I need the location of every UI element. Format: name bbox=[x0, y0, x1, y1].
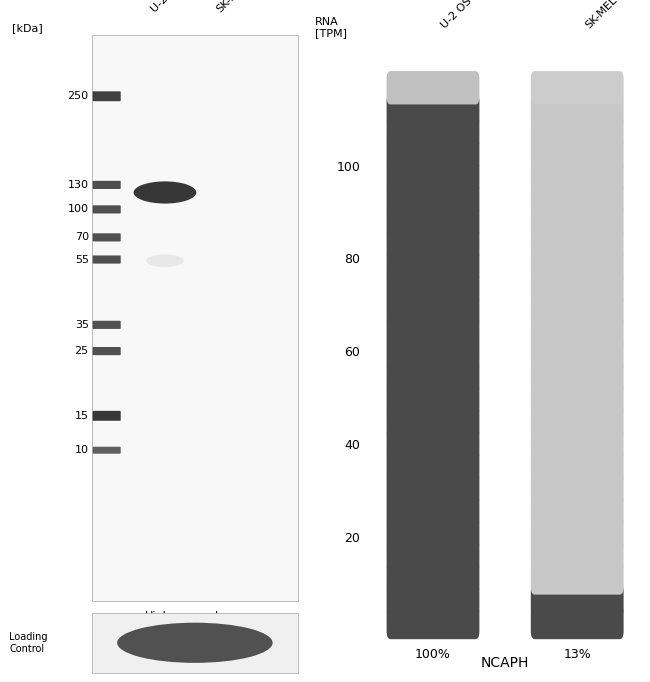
FancyBboxPatch shape bbox=[387, 138, 480, 171]
FancyBboxPatch shape bbox=[92, 91, 121, 101]
FancyBboxPatch shape bbox=[92, 613, 298, 672]
Text: 40: 40 bbox=[344, 439, 360, 452]
Text: 60: 60 bbox=[344, 346, 360, 359]
Text: 70: 70 bbox=[75, 233, 88, 242]
FancyBboxPatch shape bbox=[387, 338, 480, 372]
Text: High: High bbox=[144, 610, 170, 621]
FancyBboxPatch shape bbox=[531, 271, 623, 305]
Text: 100: 100 bbox=[68, 205, 88, 214]
FancyBboxPatch shape bbox=[387, 93, 480, 127]
FancyBboxPatch shape bbox=[531, 116, 623, 149]
FancyBboxPatch shape bbox=[92, 35, 298, 601]
FancyBboxPatch shape bbox=[387, 539, 480, 572]
FancyBboxPatch shape bbox=[531, 338, 623, 372]
Text: 250: 250 bbox=[68, 91, 88, 101]
Ellipse shape bbox=[117, 623, 272, 663]
FancyBboxPatch shape bbox=[92, 205, 121, 213]
Text: 100: 100 bbox=[336, 160, 360, 174]
FancyBboxPatch shape bbox=[92, 321, 121, 329]
Text: 15: 15 bbox=[75, 411, 88, 421]
Text: 55: 55 bbox=[75, 254, 88, 265]
FancyBboxPatch shape bbox=[531, 361, 623, 394]
Text: U-2 OS: U-2 OS bbox=[149, 0, 183, 14]
FancyBboxPatch shape bbox=[531, 138, 623, 171]
FancyBboxPatch shape bbox=[531, 428, 623, 461]
FancyBboxPatch shape bbox=[387, 472, 480, 505]
FancyBboxPatch shape bbox=[531, 250, 623, 283]
FancyBboxPatch shape bbox=[531, 584, 623, 617]
FancyBboxPatch shape bbox=[387, 428, 480, 461]
FancyBboxPatch shape bbox=[531, 383, 623, 417]
FancyBboxPatch shape bbox=[531, 93, 623, 127]
FancyBboxPatch shape bbox=[387, 606, 480, 639]
FancyBboxPatch shape bbox=[92, 411, 121, 421]
FancyBboxPatch shape bbox=[387, 160, 480, 194]
FancyBboxPatch shape bbox=[387, 383, 480, 417]
Ellipse shape bbox=[134, 181, 196, 203]
FancyBboxPatch shape bbox=[387, 250, 480, 283]
Text: SK-MEL-30: SK-MEL-30 bbox=[584, 0, 631, 31]
FancyBboxPatch shape bbox=[387, 405, 480, 439]
Text: 35: 35 bbox=[75, 320, 88, 330]
Text: SK-MEL-30: SK-MEL-30 bbox=[214, 0, 263, 14]
FancyBboxPatch shape bbox=[92, 347, 121, 355]
FancyBboxPatch shape bbox=[387, 316, 480, 350]
Text: 100%: 100% bbox=[415, 648, 451, 661]
Text: 10: 10 bbox=[75, 445, 88, 455]
FancyBboxPatch shape bbox=[531, 606, 623, 639]
FancyBboxPatch shape bbox=[387, 294, 480, 327]
FancyBboxPatch shape bbox=[387, 227, 480, 261]
FancyBboxPatch shape bbox=[531, 494, 623, 528]
Text: Loading
Control: Loading Control bbox=[10, 632, 48, 654]
Text: RNA
[TPM]: RNA [TPM] bbox=[315, 17, 347, 38]
FancyBboxPatch shape bbox=[387, 361, 480, 394]
Text: U-2 OS: U-2 OS bbox=[439, 0, 474, 31]
FancyBboxPatch shape bbox=[531, 539, 623, 572]
FancyBboxPatch shape bbox=[387, 561, 480, 595]
FancyBboxPatch shape bbox=[531, 472, 623, 505]
FancyBboxPatch shape bbox=[387, 116, 480, 149]
Text: 20: 20 bbox=[344, 532, 360, 545]
FancyBboxPatch shape bbox=[387, 517, 480, 550]
FancyBboxPatch shape bbox=[387, 494, 480, 528]
FancyBboxPatch shape bbox=[531, 205, 623, 238]
FancyBboxPatch shape bbox=[92, 233, 121, 241]
FancyBboxPatch shape bbox=[92, 447, 121, 454]
FancyBboxPatch shape bbox=[531, 183, 623, 216]
Text: 80: 80 bbox=[344, 254, 360, 267]
FancyBboxPatch shape bbox=[531, 316, 623, 350]
FancyBboxPatch shape bbox=[531, 227, 623, 261]
FancyBboxPatch shape bbox=[531, 517, 623, 550]
FancyBboxPatch shape bbox=[531, 71, 623, 104]
Ellipse shape bbox=[146, 254, 184, 267]
FancyBboxPatch shape bbox=[387, 271, 480, 305]
Text: 13%: 13% bbox=[564, 648, 591, 661]
Text: NCAPH: NCAPH bbox=[481, 656, 529, 670]
Text: Low: Low bbox=[215, 610, 237, 621]
FancyBboxPatch shape bbox=[387, 71, 480, 104]
FancyBboxPatch shape bbox=[387, 450, 480, 484]
FancyBboxPatch shape bbox=[92, 181, 121, 189]
FancyBboxPatch shape bbox=[531, 294, 623, 327]
FancyBboxPatch shape bbox=[531, 561, 623, 595]
FancyBboxPatch shape bbox=[92, 256, 121, 264]
FancyBboxPatch shape bbox=[531, 450, 623, 484]
FancyBboxPatch shape bbox=[531, 405, 623, 439]
FancyBboxPatch shape bbox=[387, 205, 480, 238]
FancyBboxPatch shape bbox=[387, 584, 480, 617]
Text: [kDa]: [kDa] bbox=[12, 23, 44, 33]
FancyBboxPatch shape bbox=[531, 160, 623, 194]
FancyBboxPatch shape bbox=[387, 183, 480, 216]
Text: 130: 130 bbox=[68, 180, 88, 190]
Text: 25: 25 bbox=[75, 346, 88, 356]
